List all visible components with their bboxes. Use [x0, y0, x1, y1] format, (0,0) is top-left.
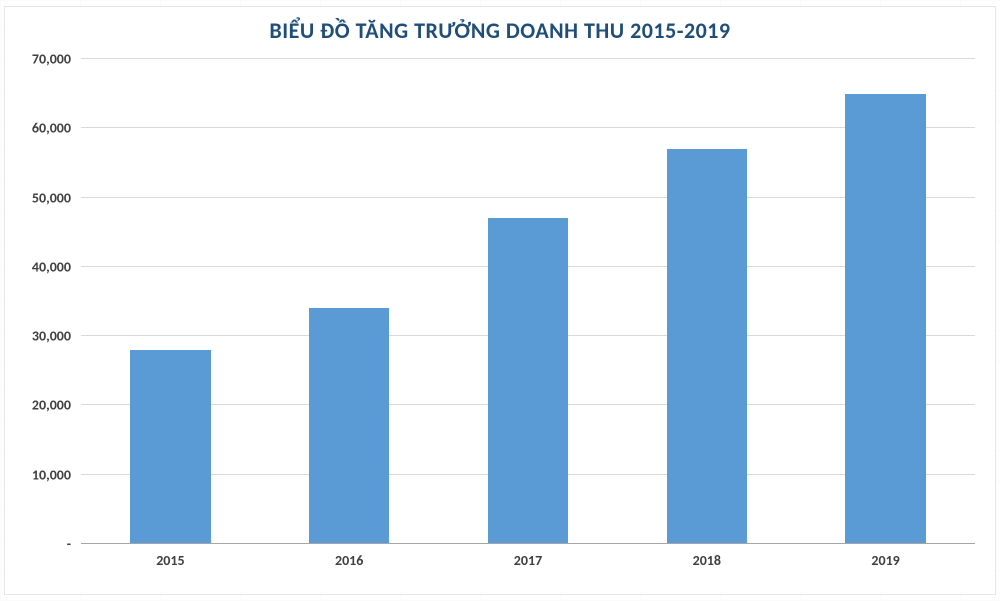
chart-title: BIỂU ĐỒ TĂNG TRƯỞNG DOANH THU 2015-2019 — [5, 7, 995, 44]
y-tick-label: 60,000 — [32, 120, 81, 137]
x-tick-label: 2015 — [156, 552, 184, 569]
y-tick-label: 10,000 — [32, 466, 81, 483]
bar — [667, 149, 747, 544]
y-tick-label: 20,000 — [32, 397, 81, 414]
bars-layer — [81, 59, 975, 544]
x-tick-label: 2016 — [335, 552, 363, 569]
plot-area: -10,00020,00030,00040,00050,00060,00070,… — [81, 59, 975, 544]
bar — [845, 94, 925, 544]
y-tick-label: 30,000 — [32, 328, 81, 345]
x-tick-label: 2018 — [693, 552, 721, 569]
bar — [130, 350, 210, 544]
y-tick-label: 40,000 — [32, 258, 81, 275]
bar — [488, 218, 568, 544]
x-tick-label: 2017 — [514, 552, 542, 569]
x-tick-label: 2019 — [871, 552, 899, 569]
y-tick-label: - — [67, 536, 81, 553]
bar — [309, 308, 389, 544]
y-tick-label: 50,000 — [32, 189, 81, 206]
y-tick-label: 70,000 — [32, 51, 81, 68]
x-axis-labels: 2015 2016 2017 2018 2019 — [81, 544, 975, 594]
revenue-growth-chart: BIỂU ĐỒ TĂNG TRƯỞNG DOANH THU 2015-2019 … — [4, 6, 996, 595]
